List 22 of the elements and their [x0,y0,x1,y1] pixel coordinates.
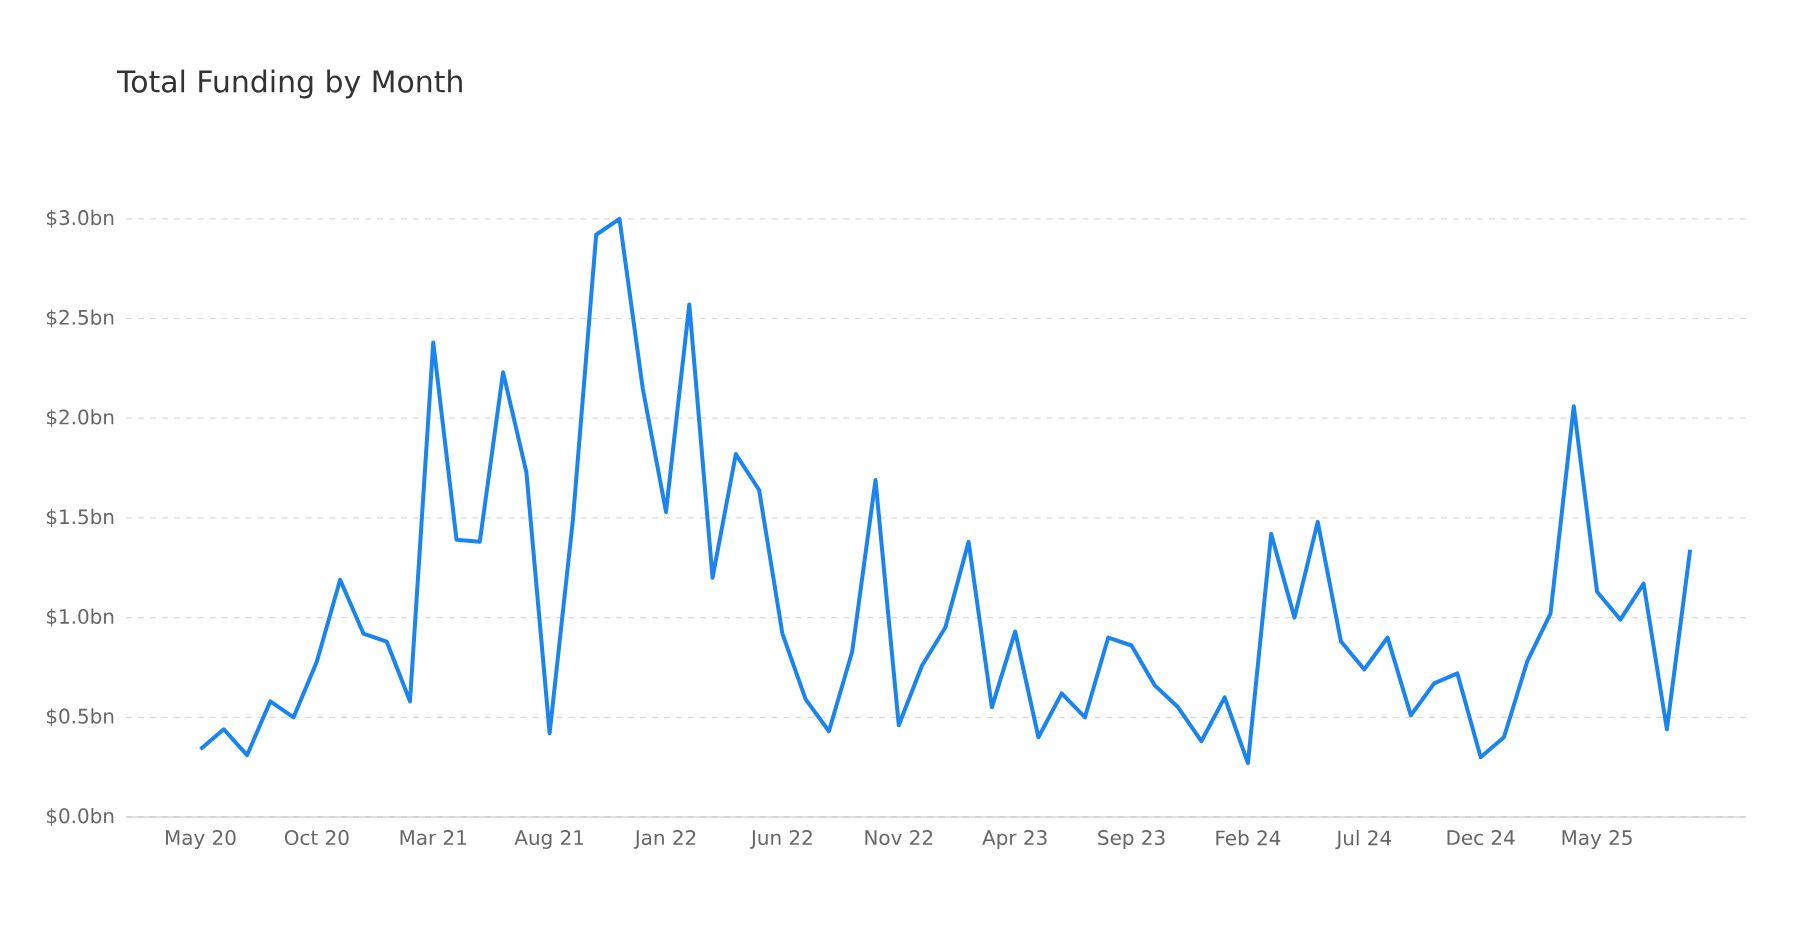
x-tick-label: Jul 24 [1335,830,1392,850]
x-tick-label: Mar 21 [400,830,467,846]
x-tick-label: May 20 [166,830,236,849]
y-tick-label: $1.5bn [46,508,114,527]
y-tick-label: $0.0bn [46,807,114,827]
x-tick-label: Dec 24 [1447,830,1515,846]
x-tick-label: Apr 23 [982,830,1047,849]
chart-title: Total Funding by Month [116,69,462,99]
x-tick-label: Oct 20 [284,830,349,846]
y-tick-label: $2.0bn [46,409,114,428]
x-tick-label: Feb 24 [1216,830,1281,846]
x-tick-label: Jan 22 [633,830,696,849]
x-tick-label: Nov 22 [865,830,933,846]
line-series [198,216,1693,766]
y-tick-label: $2.5bn [46,309,114,328]
y-tick-label: $3.0bn [46,209,114,228]
x-tick-label: May 25 [1562,830,1632,849]
x-tick-label: Jun 22 [749,830,812,849]
y-tick-label: $0.5bn [46,708,114,727]
y-tick-label: $1.0bn [46,608,114,627]
x-tick-label: Sep 23 [1098,830,1165,849]
x-tick-label: Aug 21 [514,830,584,849]
